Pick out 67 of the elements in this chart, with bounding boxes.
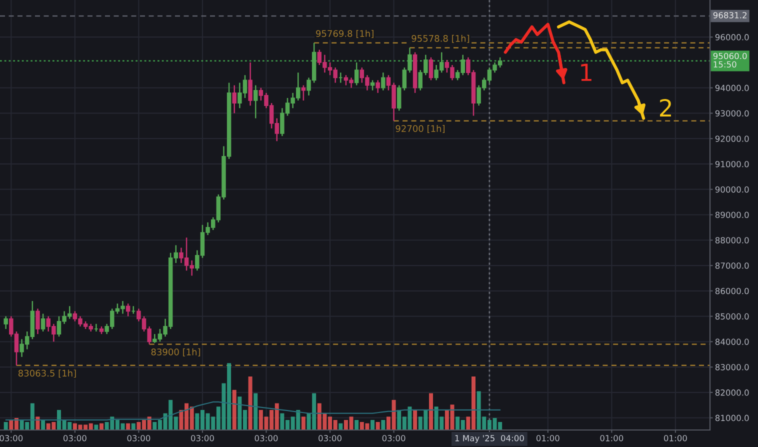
y-tick-label: 84000.0	[715, 338, 749, 345]
y-tick-label: 87000.0	[715, 262, 749, 269]
y-tick-label: 94000.0	[715, 84, 749, 92]
candlestick	[428, 56, 434, 81]
ref-line-label: 83900 [1h]	[151, 348, 200, 356]
bar	[100, 423, 104, 430]
bar	[254, 393, 258, 430]
x-tick-label: 03:00	[191, 435, 214, 442]
candlestick	[354, 62, 359, 86]
line-series	[504, 22, 566, 84]
bar	[354, 420, 359, 430]
y-tick-label: 96000.0	[715, 34, 749, 40]
x-tick-label: 03:00	[382, 435, 406, 442]
candlestick	[126, 302, 130, 317]
x-tick-label: 01:00	[536, 435, 560, 442]
y-tick-label: 81000.0	[715, 414, 749, 422]
annotation: 2	[660, 98, 671, 116]
y-tick-label: 90000.0	[715, 186, 749, 193]
bar	[36, 416, 40, 430]
x-tick-label: 01:00	[600, 435, 624, 442]
candlestick	[376, 80, 380, 94]
bar	[381, 420, 386, 430]
candlestick	[254, 84, 258, 119]
candlestick	[381, 72, 386, 91]
y-tick-label: 89000.0	[715, 212, 749, 218]
bar	[413, 410, 418, 430]
bar	[301, 416, 306, 430]
ref-line-label: 95578.8 [1h]	[412, 34, 470, 43]
annotation: 1	[581, 64, 592, 81]
y-tick-label: 85000.0	[715, 313, 749, 320]
y-tick-label: 86000.0	[715, 288, 749, 294]
candlestick	[36, 308, 40, 335]
y-tick-label: 91000.0	[715, 160, 749, 168]
x-tick-label: 03:00	[127, 435, 150, 442]
bar	[126, 423, 130, 430]
x-tick-label: 1 May '25 04:00	[455, 435, 524, 443]
y-tick-label: 93000.0	[715, 110, 749, 116]
bar	[338, 423, 343, 430]
x-tick-label: 03:00	[63, 435, 86, 442]
x-tick-label: 03:00	[0, 435, 23, 442]
candlestick	[248, 62, 252, 106]
candlestick	[232, 84, 236, 114]
bar	[4, 422, 8, 430]
x-tick-label: 03:00	[254, 435, 278, 442]
line-series	[557, 20, 646, 120]
y-tick-label: 82000.0	[715, 389, 749, 396]
y-tick-label: 92000.0	[715, 136, 749, 142]
bar	[248, 376, 252, 430]
bar	[41, 420, 46, 430]
ref-line-label: 96831.2	[713, 12, 746, 18]
ref-line-label: 95769.8 [1h]	[316, 30, 374, 38]
x-tick-label: 01:00	[664, 435, 687, 442]
candlestick	[301, 84, 306, 102]
ref-line-label: 83063.5 [1h]	[18, 370, 76, 378]
candlestick	[40, 313, 46, 332]
candlestick	[4, 316, 8, 330]
y-tick-label: 83000.0	[715, 364, 749, 370]
bar	[94, 424, 98, 430]
bar	[376, 422, 380, 430]
ref-line-label: 95060.0 15:50	[713, 52, 747, 68]
ref-line-label: 92700 [1h]	[396, 124, 445, 134]
bar	[370, 420, 375, 430]
bar	[131, 423, 136, 430]
x-tick-label: 03:00	[318, 435, 342, 442]
bar	[429, 393, 433, 430]
bar	[232, 390, 236, 430]
y-tick-label: 88000.0	[715, 237, 749, 244]
